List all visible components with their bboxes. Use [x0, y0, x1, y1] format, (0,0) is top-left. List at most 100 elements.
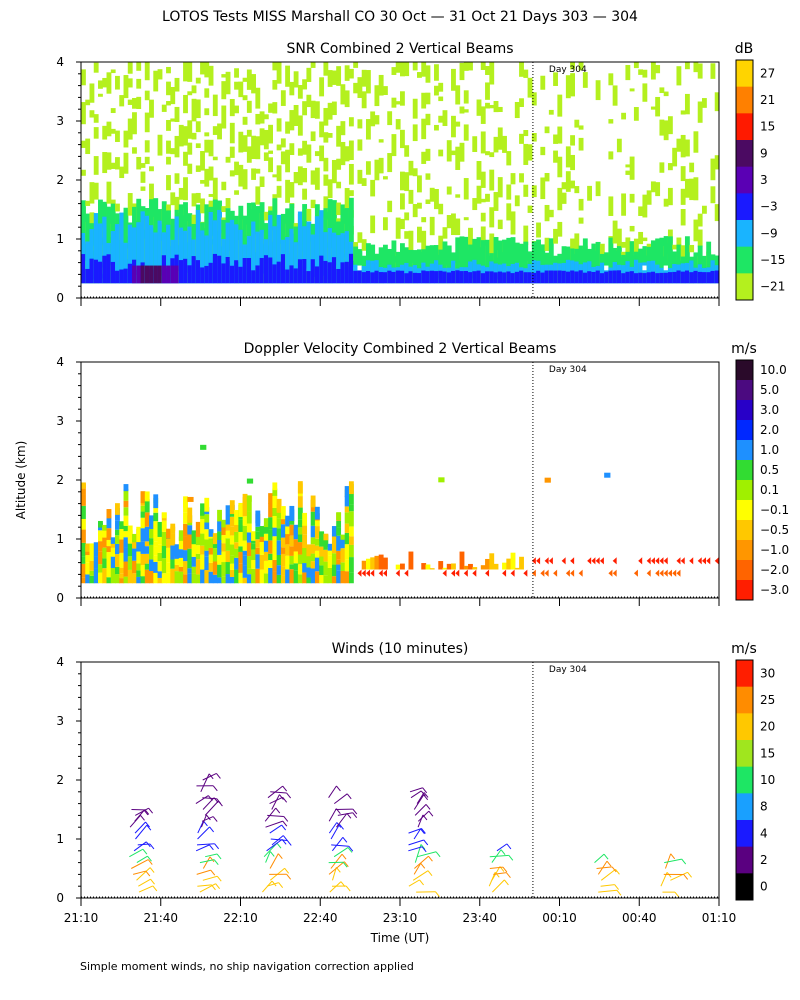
doppler-cell [234, 524, 239, 532]
snr-cell [238, 81, 244, 98]
snr-cell [195, 209, 201, 284]
snr-cell [166, 119, 171, 131]
doppler-cell [285, 519, 291, 535]
wind-barb-flag [281, 824, 287, 831]
snr-cell [446, 272, 452, 284]
colorbar-frame [735, 59, 754, 301]
snr-cell [102, 152, 108, 174]
snr-cell [251, 270, 256, 284]
snr-cell [204, 62, 210, 78]
wind-barb [267, 814, 284, 817]
doppler-cell [382, 557, 388, 570]
doppler-cell [166, 538, 171, 548]
doppler-cell [115, 554, 120, 567]
doppler-cell [93, 542, 99, 557]
snr-cell [374, 115, 380, 125]
snr-cell [408, 189, 414, 204]
snr-cell [85, 200, 91, 206]
doppler-cell [425, 564, 431, 570]
doppler-cell [676, 569, 681, 577]
wind-barb-flag [502, 866, 508, 873]
snr-cell [463, 90, 469, 104]
wind-barb-flag [674, 891, 680, 898]
wind-barb-flag [216, 853, 222, 860]
doppler-cell [314, 526, 320, 539]
snr-cell [263, 211, 269, 221]
doppler-cell [336, 564, 342, 571]
doppler-cell [93, 556, 99, 569]
colorbar-label: −3 [760, 200, 778, 214]
snr-cell [93, 182, 99, 200]
snr-cell [153, 265, 159, 284]
doppler-cell [161, 531, 167, 547]
snr-cell [374, 270, 380, 284]
snr-cell [578, 270, 584, 284]
doppler-cell [127, 569, 133, 584]
snr-cell [149, 265, 154, 284]
snr-cell [425, 245, 431, 284]
snr-cell [527, 77, 533, 98]
snr-cell [166, 204, 171, 212]
snr-cell [587, 185, 592, 201]
doppler-cell [706, 557, 711, 565]
wind-barb [264, 807, 277, 822]
doppler-cell [123, 500, 129, 508]
snr-cell [387, 153, 393, 173]
wind-barb-flag [213, 859, 219, 865]
snr-cell [497, 177, 503, 198]
snr-cell [166, 265, 171, 284]
snr-cell [684, 139, 690, 157]
doppler-cell [153, 541, 159, 547]
snr-cell [382, 217, 388, 231]
doppler-cell [200, 545, 205, 555]
wind-barb-flag [423, 792, 429, 798]
snr-cell [157, 134, 163, 156]
y-tick-label: 0 [56, 291, 64, 305]
snr-cell [357, 119, 363, 129]
snr-cell [489, 233, 495, 256]
snr-cell [689, 244, 695, 253]
doppler-cell [323, 549, 329, 562]
doppler-cell [348, 481, 354, 495]
x-tick-label: 23:10 [383, 911, 418, 925]
snr-cell [225, 222, 231, 284]
snr-cell [540, 75, 546, 90]
doppler-cell [81, 494, 86, 506]
snr-cell [553, 270, 558, 284]
doppler-cell [289, 524, 295, 536]
snr-cell [633, 107, 639, 121]
wind-barb-flag [352, 812, 358, 819]
wind-barb-flag [420, 844, 426, 850]
wind-barb-flag [420, 862, 426, 869]
doppler-cell [272, 527, 278, 537]
doppler-cell [659, 557, 664, 565]
doppler-cell [251, 543, 256, 550]
snr-cell [391, 67, 397, 75]
doppler-cell [570, 569, 575, 577]
snr-cell [136, 62, 142, 71]
y-tick-label: 3 [56, 414, 64, 428]
colorbar-swatch [736, 873, 753, 901]
snr-cell [310, 234, 316, 284]
doppler-cell [144, 553, 150, 564]
colorbar-label: 2.0 [760, 423, 779, 437]
snr-cell [489, 207, 495, 228]
doppler-cell [217, 531, 222, 540]
snr-cell [629, 193, 635, 203]
snr-cell [561, 182, 567, 190]
snr-cell [183, 151, 188, 166]
doppler-cell [276, 574, 282, 584]
doppler-cell [81, 505, 86, 519]
doppler-cell [98, 551, 103, 565]
doppler-cell [293, 551, 299, 564]
wind-barb-flag [209, 826, 215, 833]
colorbar-label: −2.0 [760, 563, 789, 577]
snr-cell [285, 65, 291, 87]
snr-cell [340, 121, 346, 136]
snr-cell [476, 99, 482, 116]
snr-cell [480, 240, 486, 284]
snr-cell [434, 64, 439, 81]
snr-cell [697, 229, 703, 247]
snr-cell [608, 119, 614, 124]
y-tick-label: 0 [56, 591, 64, 605]
